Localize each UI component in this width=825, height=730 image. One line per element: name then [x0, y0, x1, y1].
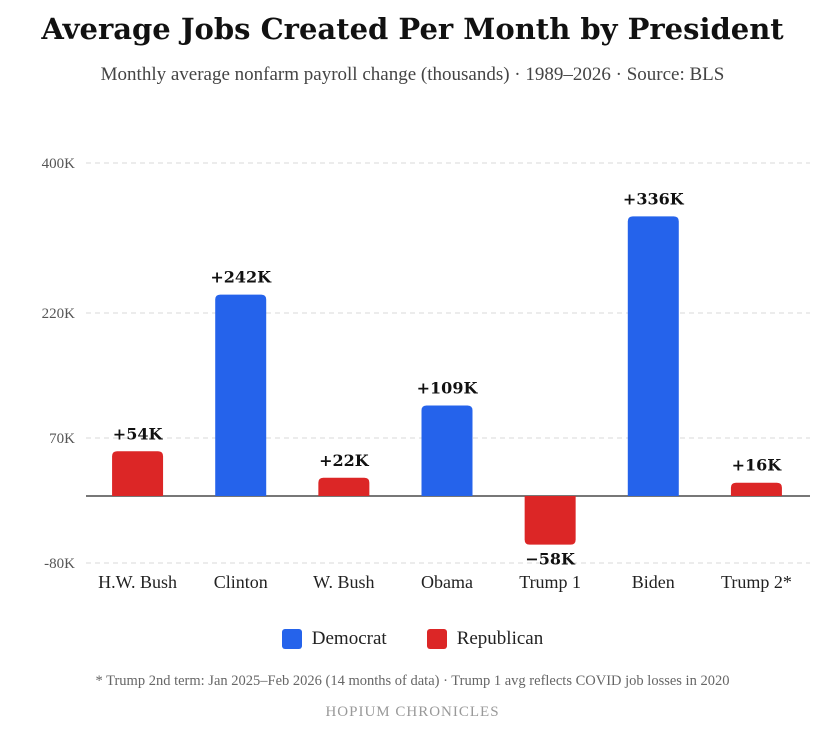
- bar-value-label: +16K: [732, 456, 783, 475]
- legend-item-democrat: Democrat: [281, 628, 387, 650]
- legend-swatch-democrat: [281, 629, 302, 649]
- x-tick-label: Biden: [632, 572, 675, 592]
- x-tick-label: Trump 2*: [721, 572, 792, 592]
- y-tick-label: 70K: [49, 431, 75, 447]
- bar-value-label: +336K: [623, 189, 685, 208]
- bar-w-bush: [318, 477, 370, 496]
- bar-clinton: [215, 294, 267, 496]
- brand-label: HOPIUM CHRONICLES: [325, 704, 500, 720]
- x-tick-label: Obama: [421, 572, 473, 592]
- x-tick-label: Trump 1: [519, 572, 581, 592]
- bar-trump-2: [730, 482, 782, 496]
- y-tick-label: -80K: [44, 556, 75, 572]
- bar-value-label: +54K: [113, 424, 164, 443]
- legend-label-republican: Republican: [456, 628, 544, 649]
- bar-biden: [627, 216, 679, 497]
- bar-trump-1: [524, 496, 576, 545]
- bar-value-label: −58K: [525, 550, 576, 569]
- bar-h-w-bush: [112, 451, 164, 496]
- legend-item-republican: Republican: [426, 628, 544, 650]
- bar-obama: [421, 405, 473, 496]
- x-tick-label: Clinton: [214, 572, 268, 592]
- y-tick-label: 220K: [42, 306, 76, 322]
- legend-label-democrat: Democrat: [311, 628, 387, 649]
- x-tick-label: H.W. Bush: [98, 572, 177, 592]
- bar-value-label: +242K: [210, 268, 272, 287]
- legend: Democrat Republican: [0, 628, 825, 650]
- y-tick-label: 400K: [42, 156, 76, 172]
- bar-value-label: +22K: [319, 451, 370, 470]
- chart-subtitle: Monthly average nonfarm payroll change (…: [100, 64, 725, 85]
- footnote: * Trump 2nd term: Jan 2025–Feb 2026 (14 …: [95, 673, 730, 689]
- x-tick-label: W. Bush: [313, 572, 374, 592]
- chart-title: Average Jobs Created Per Month by Presid…: [41, 12, 784, 46]
- bar-value-label: +109K: [417, 379, 479, 398]
- legend-swatch-republican: [426, 629, 447, 649]
